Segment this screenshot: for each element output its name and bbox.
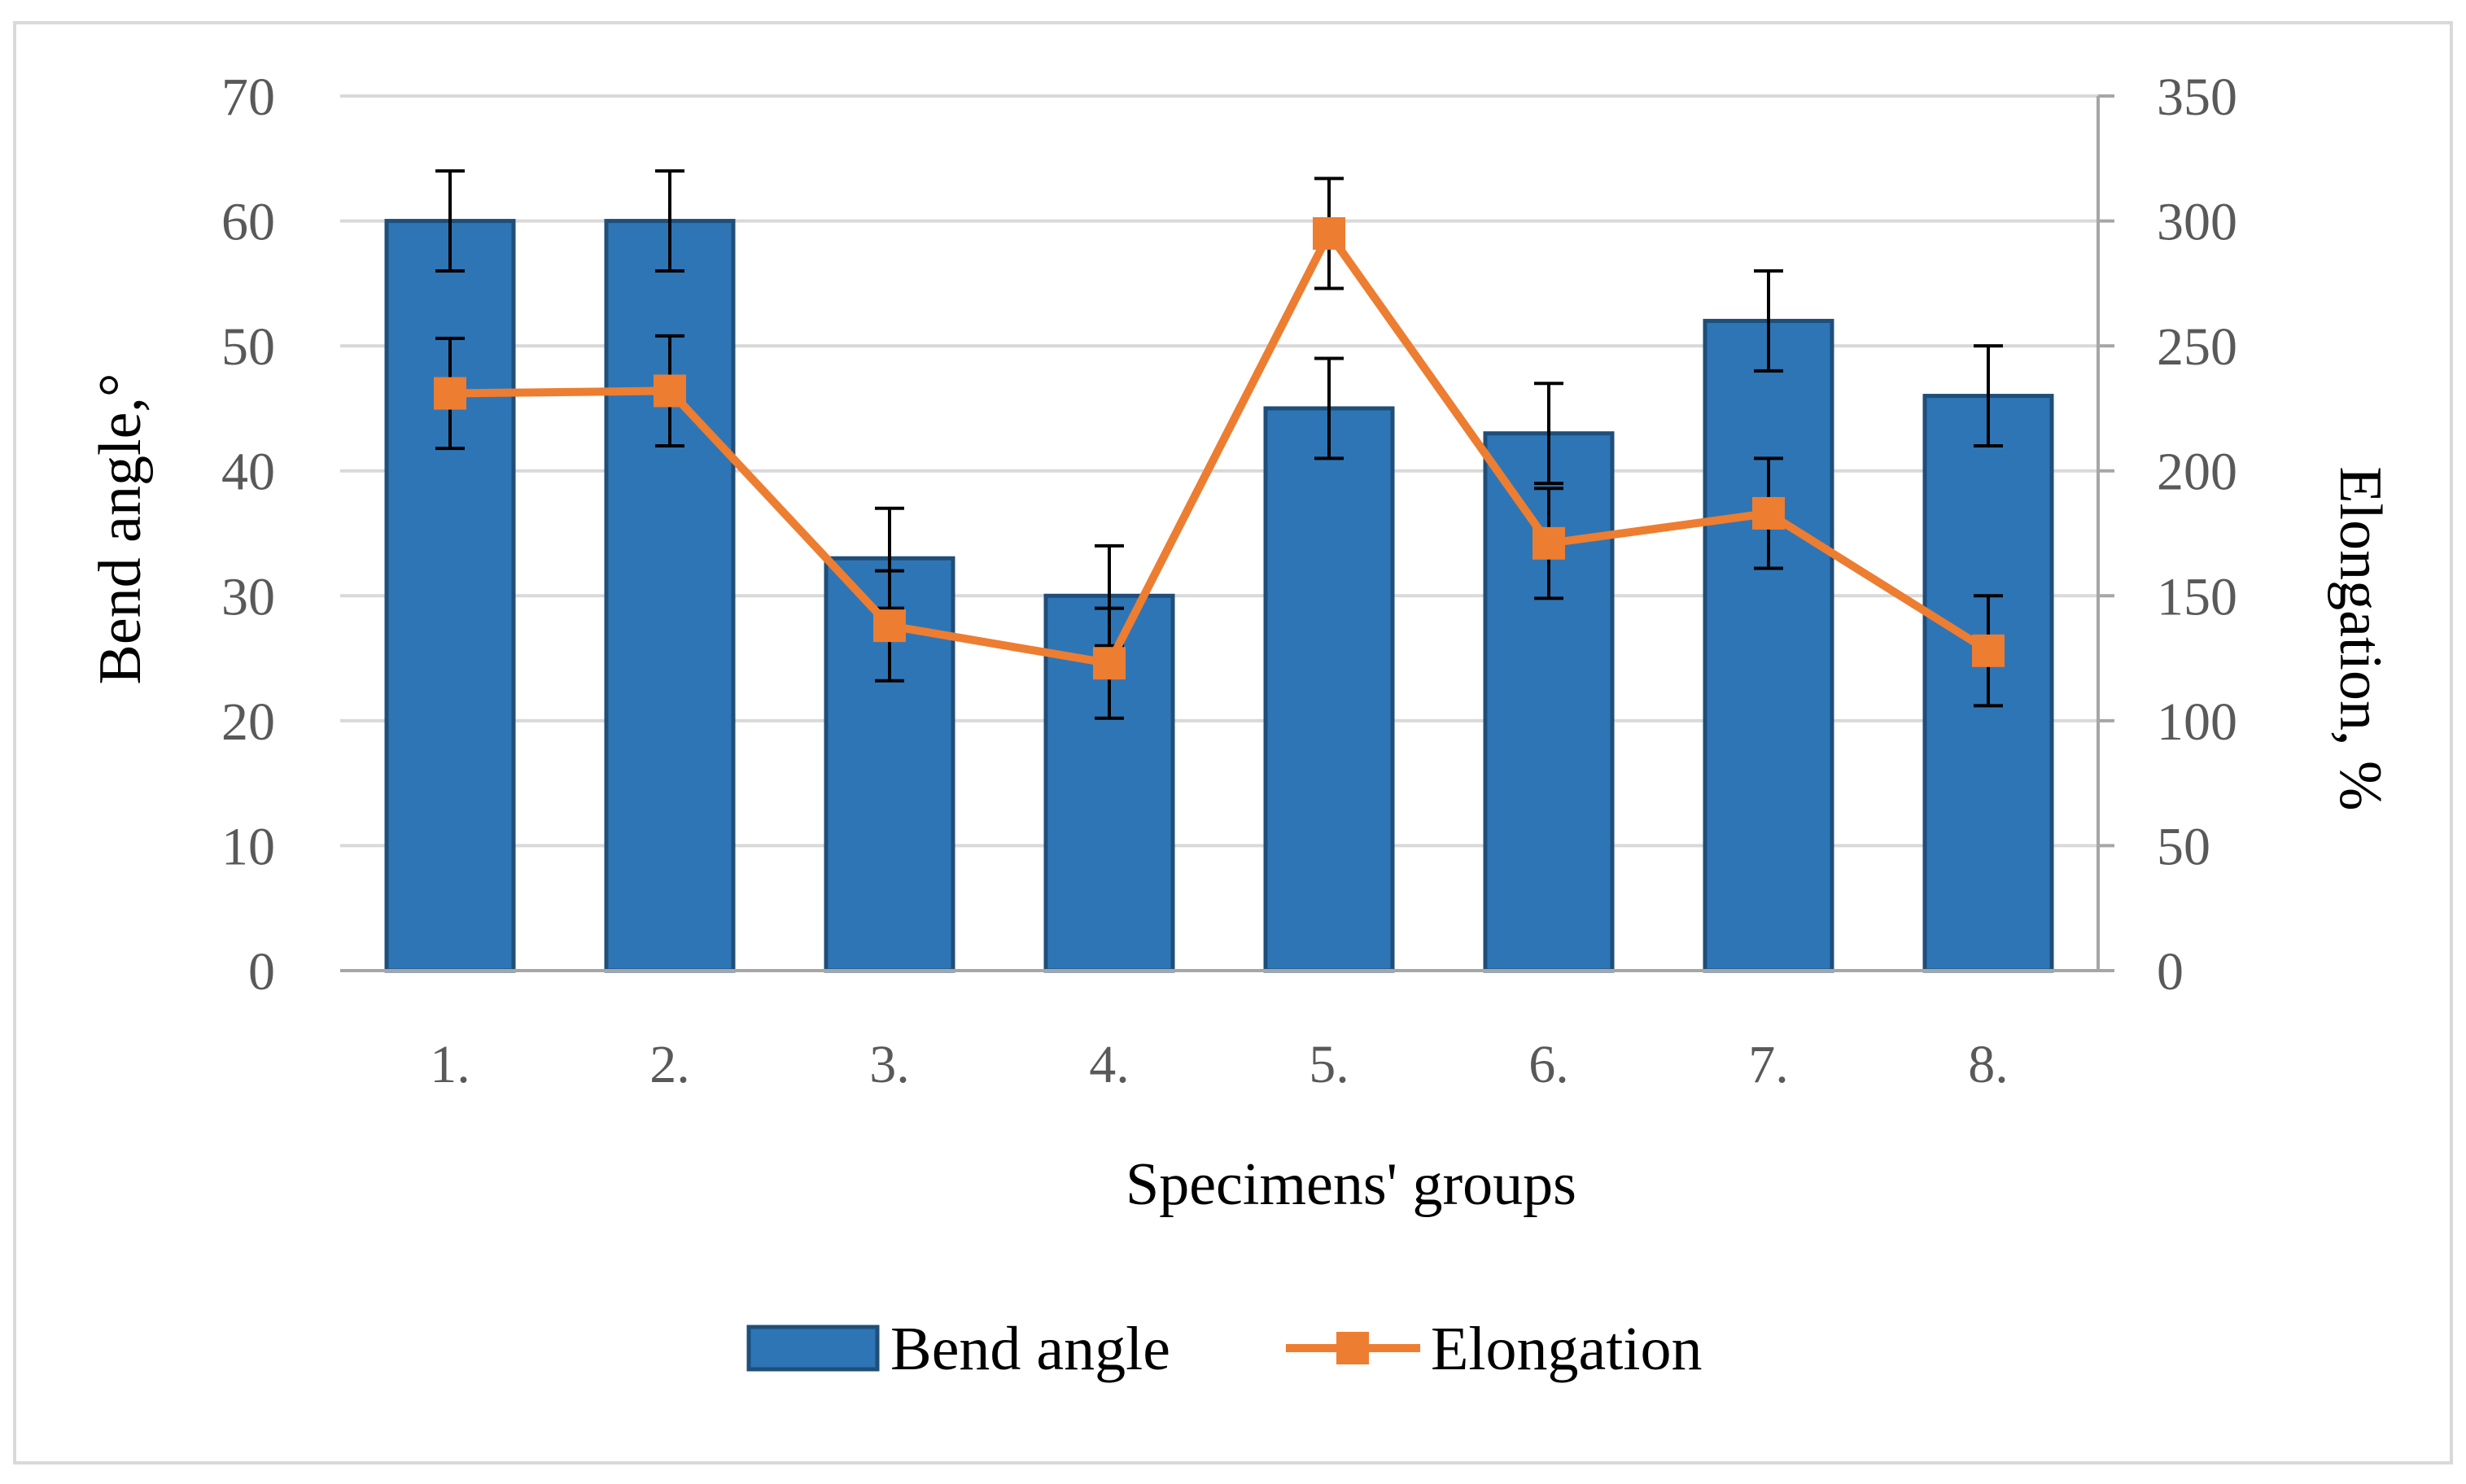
- bar: [1703, 318, 1834, 973]
- bend-angle-bars: [384, 219, 2054, 973]
- bar-error-bar: [1314, 356, 1344, 460]
- left-y-axis-title: Bend angle,°: [87, 373, 154, 684]
- elongation-point: [1972, 634, 2005, 667]
- left-tick-label: 20: [221, 692, 275, 752]
- elongation-markers: [434, 216, 2005, 680]
- bar: [604, 219, 736, 973]
- bar-error-bar: [655, 169, 684, 273]
- elongation-point: [1313, 216, 1345, 250]
- elongation-line: [449, 229, 1991, 668]
- legend: Bend angle Elongation: [746, 1315, 1703, 1383]
- elongation-point: [434, 377, 466, 410]
- elongation-error-bars: [435, 177, 2003, 720]
- right-tick-label: 50: [2157, 817, 2210, 876]
- bar: [384, 219, 516, 973]
- right-y-axis-ticks: 0 50 100 150 200 250 300 350: [2098, 68, 2237, 1002]
- x-tick-label: 8.: [1968, 1035, 2009, 1094]
- right-tick-label: 250: [2157, 317, 2237, 377]
- legend-bend-angle-swatch: [746, 1325, 880, 1372]
- left-y-axis-ticks: 0 10 20 30 40 50 60 70: [221, 68, 275, 1002]
- elongation-point: [1752, 496, 1785, 530]
- elongation-point: [1093, 647, 1126, 680]
- right-tick-label: 0: [2157, 942, 2184, 1002]
- legend-elongation-label: Elongation: [1431, 1315, 1703, 1383]
- x-tick-label: 2.: [649, 1035, 690, 1094]
- x-tick-label: 3.: [869, 1035, 910, 1094]
- x-tick-label: 6.: [1528, 1035, 1569, 1094]
- right-y-axis-title: Elongation, %: [2327, 466, 2394, 810]
- left-tick-label: 40: [221, 443, 275, 502]
- left-tick-label: 70: [221, 68, 275, 127]
- right-tick-label: 350: [2157, 68, 2237, 127]
- right-tick-label: 150: [2157, 567, 2237, 626]
- right-tick-label: 300: [2157, 193, 2237, 252]
- left-tick-label: 10: [221, 817, 275, 876]
- x-axis-title: Specimens' groups: [1126, 1151, 1576, 1218]
- x-tick-label: 1.: [430, 1035, 470, 1094]
- left-tick-label: 0: [248, 942, 275, 1002]
- left-tick-label: 50: [221, 317, 275, 377]
- bar-error-bar: [1534, 382, 1563, 486]
- right-tick-label: 100: [2157, 692, 2237, 752]
- left-tick-label: 30: [221, 567, 275, 626]
- bar: [1263, 406, 1395, 973]
- x-tick-label: 4.: [1089, 1035, 1130, 1094]
- x-axis-ticks: 1. 2. 3. 4. 5. 6. 7. 8.: [430, 1035, 2009, 1094]
- x-tick-label: 5.: [1309, 1035, 1349, 1094]
- elongation-point: [654, 374, 686, 408]
- left-tick-label: 60: [221, 193, 275, 252]
- bar-error-bar: [435, 169, 465, 273]
- right-tick-label: 200: [2157, 443, 2237, 502]
- bar-error-bar: [1754, 269, 1783, 373]
- elongation-point: [873, 609, 906, 643]
- legend-bend-angle-label: Bend angle: [890, 1315, 1170, 1383]
- chart-frame: [13, 21, 2453, 1464]
- x-tick-label: 7.: [1748, 1035, 1789, 1094]
- elongation-point: [1533, 526, 1565, 560]
- legend-elongation-marker: [1336, 1332, 1369, 1364]
- bar-error-bar: [1974, 344, 2003, 447]
- elongation-series: [449, 229, 1991, 668]
